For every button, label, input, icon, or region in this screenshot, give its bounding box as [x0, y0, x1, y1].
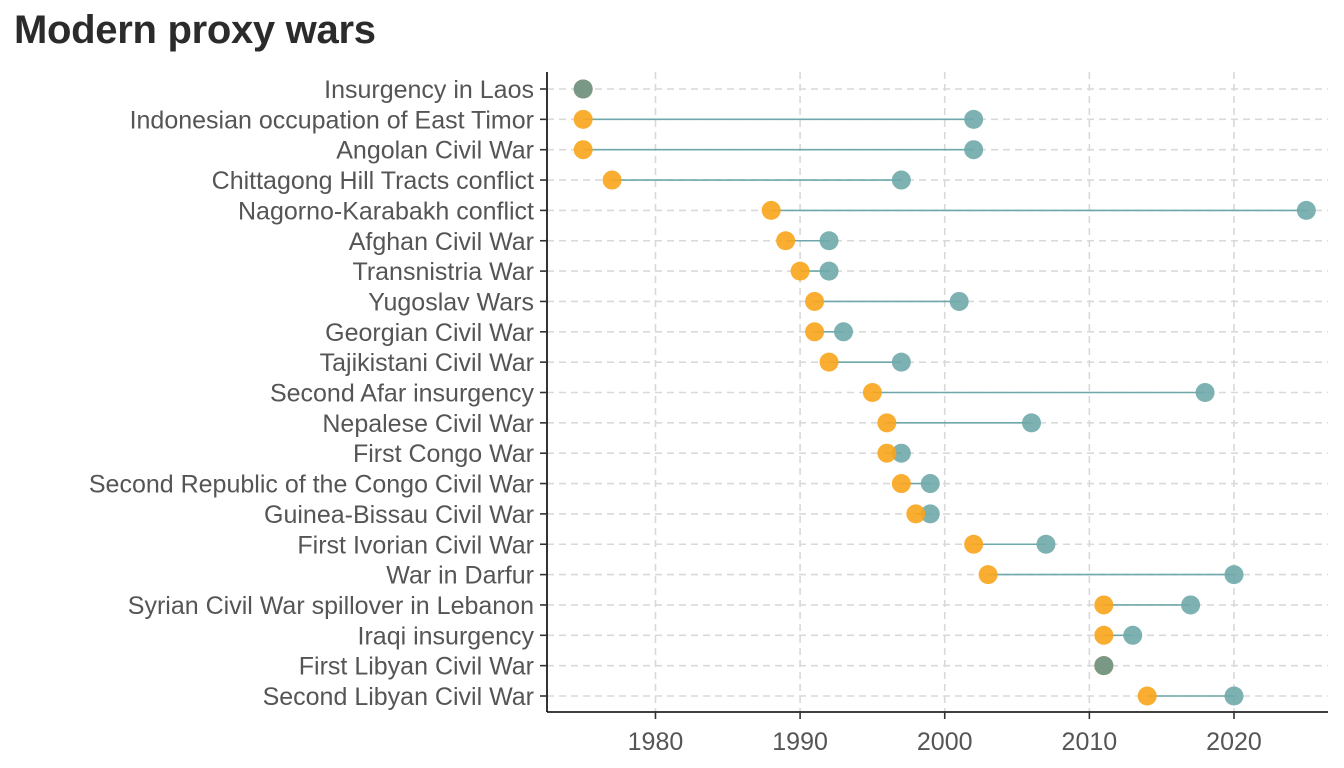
y-tick-label: Georgian Civil War [325, 319, 534, 347]
y-tick-label: Nepalese Civil War [322, 410, 534, 438]
start-point [776, 231, 796, 251]
y-tick-label: Indonesian occupation of East Timor [130, 106, 534, 134]
end-point [819, 261, 839, 281]
y-tick-label: Second Afar insurgency [270, 380, 535, 408]
start-point [573, 140, 593, 160]
start-point [1094, 625, 1114, 645]
end-point [1123, 625, 1143, 645]
start-point [1094, 595, 1114, 615]
start-point [877, 443, 897, 463]
y-tick-label: Guinea-Bissau Civil War [264, 501, 534, 529]
y-tick-label: First Congo War [353, 440, 534, 468]
start-point [819, 352, 839, 372]
y-tick-label: First Ivorian Civil War [297, 531, 534, 559]
y-tick-label: Yugoslav Wars [368, 288, 534, 316]
y-tick-label: Syrian Civil War spillover in Lebanon [128, 592, 534, 620]
end-point [1022, 413, 1042, 433]
y-tick-label: Transnistria War [352, 258, 534, 286]
y-tick-label: Angolan Civil War [336, 137, 534, 165]
y-tick-label: Second Republic of the Congo Civil War [89, 471, 534, 499]
start-point [1137, 686, 1157, 706]
start-point [906, 504, 926, 524]
end-point [949, 291, 969, 311]
end-point [891, 170, 911, 190]
overlap-point [1094, 656, 1114, 676]
y-tick-label: Nagorno-Karabakh conflict [238, 197, 534, 225]
y-tick-label: First Libyan Civil War [299, 653, 534, 681]
y-tick-label: Insurgency in Laos [324, 76, 534, 104]
end-point [964, 109, 984, 129]
start-point [790, 261, 810, 281]
y-tick-label: Second Libyan Civil War [263, 683, 534, 711]
start-point [805, 322, 825, 342]
end-point [920, 474, 940, 494]
y-tick-label: Tajikistani Civil War [320, 349, 534, 377]
start-point [761, 200, 781, 220]
overlap-point [573, 79, 593, 99]
x-tick-label: 2020 [1206, 728, 1262, 756]
start-point [602, 170, 622, 190]
x-axis: 1980 1990 2000 2010 2020 [547, 711, 1328, 756]
end-point [920, 504, 940, 524]
end-point [964, 140, 984, 160]
end-point [1036, 534, 1056, 554]
end-point [833, 322, 853, 342]
start-point [978, 565, 998, 585]
start-point [862, 383, 882, 402]
end-point [1224, 686, 1244, 706]
x-tick-label: 2000 [917, 728, 973, 756]
start-point [964, 534, 984, 554]
start-point [891, 474, 911, 494]
end-point [1195, 383, 1215, 402]
y-tick-label: Iraqi insurgency [358, 622, 535, 650]
end-point [1296, 200, 1316, 220]
y-tick-label: War in Darfur [386, 562, 534, 590]
y-tick-label: Afghan Civil War [349, 228, 534, 256]
start-point [877, 413, 897, 433]
end-point [891, 352, 911, 372]
end-point [1181, 595, 1201, 615]
start-point [573, 109, 593, 129]
x-tick-label: 2010 [1062, 728, 1118, 756]
end-point [891, 443, 911, 463]
start-point [805, 291, 825, 311]
x-tick-label: 1980 [628, 728, 684, 756]
data-points [573, 79, 1316, 706]
y-tick-label: Chittagong Hill Tracts conflict [212, 167, 534, 195]
end-point [1224, 565, 1244, 585]
x-tick-label: 1990 [772, 728, 828, 756]
chart-title: Modern proxy wars [14, 8, 376, 52]
end-point [819, 231, 839, 251]
